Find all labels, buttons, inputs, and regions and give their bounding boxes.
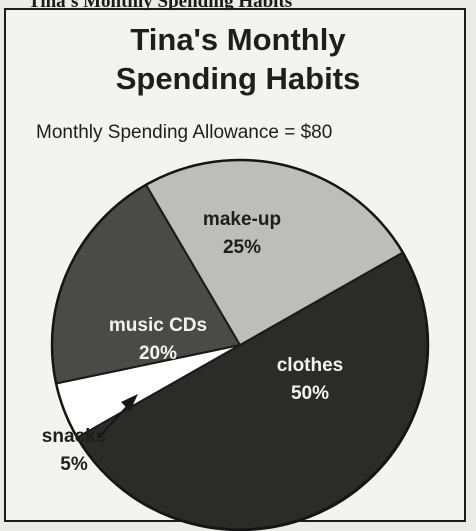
chart-title-line-2: Spending Habits	[115, 61, 361, 96]
slice-percent-clothes: 50%	[291, 383, 329, 404]
pie-labels: clothes 50% snacks 5% music CDs 20% make-up 25%	[42, 209, 343, 475]
slice-percent-music-cds: 20%	[139, 343, 177, 364]
snacks-arrow-head	[121, 394, 138, 411]
pie-slices	[50, 158, 430, 531]
slice-label-make-up: make-up	[203, 209, 281, 230]
chart-title-line-1: Tina's Monthly	[130, 22, 346, 57]
pie-annotations	[97, 394, 138, 439]
chart-subtitle: Monthly Spending Allowance = $80	[36, 122, 333, 143]
slice-percent-make-up: 25%	[223, 237, 261, 258]
slice-label-clothes: clothes	[277, 355, 344, 376]
slice-percent-snacks: 5%	[60, 454, 88, 475]
chart-title: Tina's Monthly Spending Habits	[0, 20, 476, 98]
slice-label-music-cds: music CDs	[109, 315, 207, 336]
slice-label-snacks: snacks	[42, 426, 106, 447]
pie-outline	[50, 158, 430, 531]
